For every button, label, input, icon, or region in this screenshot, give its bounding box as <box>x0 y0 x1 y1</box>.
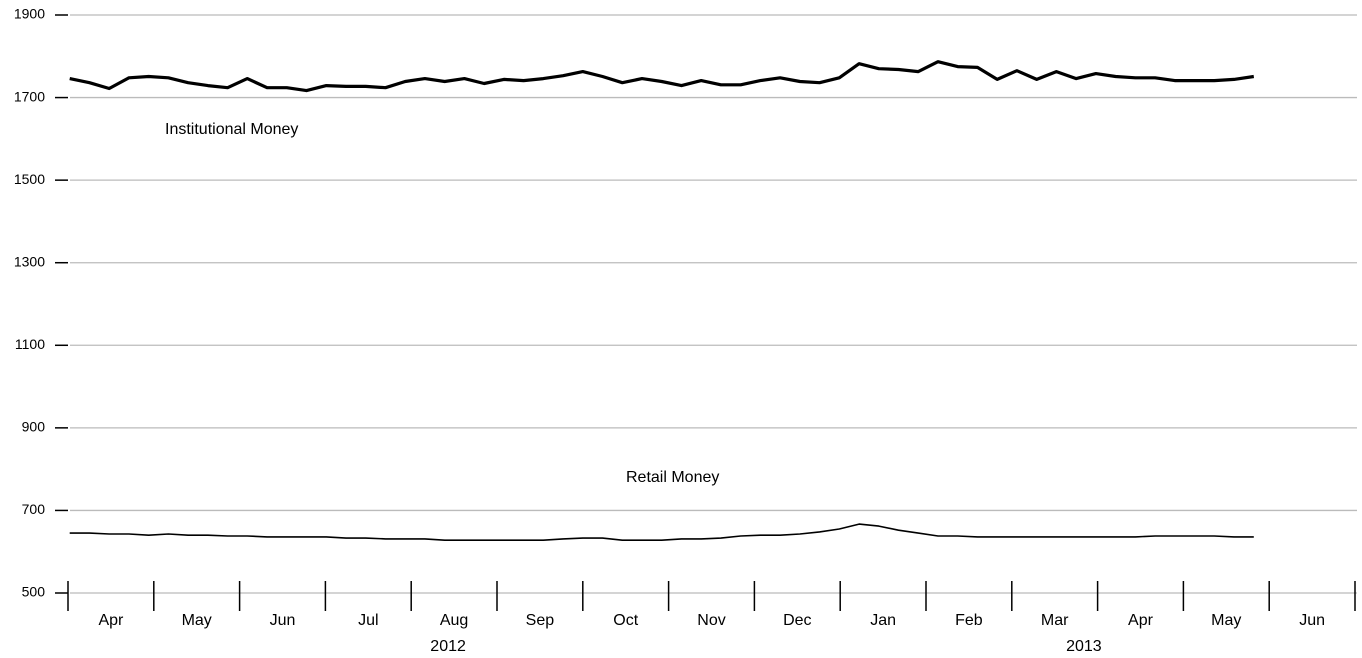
series-line <box>69 523 1254 542</box>
series-line <box>69 60 1255 93</box>
annotation: Institutional Money <box>165 121 298 138</box>
x-tick-label: Feb <box>955 612 983 629</box>
y-tick-label: 500 <box>22 584 46 600</box>
y-tick-label: 1100 <box>15 336 45 352</box>
x-tick-label: Oct <box>613 612 638 629</box>
x-tick-label: Jun <box>270 612 296 629</box>
x-tick-label: Dec <box>783 612 811 629</box>
x-tick-label: Aug <box>440 612 468 629</box>
y-tick-label: 1700 <box>14 88 45 104</box>
year-label: 2013 <box>1066 638 1102 655</box>
x-tick-label: May <box>1211 612 1241 629</box>
x-tick-label: Apr <box>1128 612 1154 629</box>
x-tick-label: Nov <box>697 612 725 629</box>
x-tick-label: Jun <box>1299 612 1325 629</box>
y-tick-label: 1900 <box>14 6 45 22</box>
y-tick-label: 1500 <box>14 171 45 187</box>
y-tick-label: 700 <box>22 501 46 517</box>
x-tick-label: Jul <box>358 612 378 629</box>
x-tick-label: Sep <box>526 612 555 629</box>
x-tick-label: May <box>182 612 212 629</box>
y-tick-label: 900 <box>22 419 46 435</box>
x-tick-label: Jan <box>870 612 896 629</box>
y-tick-label: 1300 <box>14 253 45 269</box>
annotation: Retail Money <box>626 469 719 486</box>
x-tick-label: Mar <box>1041 612 1069 629</box>
year-label: 2012 <box>430 638 466 655</box>
x-tick-label: Apr <box>98 612 124 629</box>
